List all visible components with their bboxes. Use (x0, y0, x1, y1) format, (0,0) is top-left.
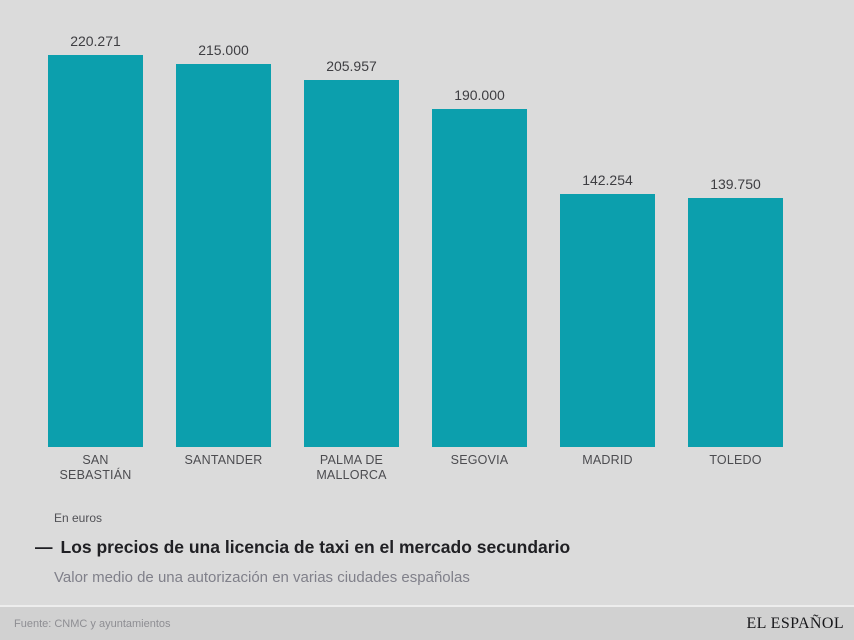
bar-column: 142.254 (560, 172, 655, 447)
bar-value-label: 215.000 (198, 42, 249, 58)
unit-label: En euros (54, 511, 103, 525)
category-label: SEGOVIA (450, 453, 509, 467)
bar (560, 194, 655, 447)
footer-bar: Fuente: CNMC y ayuntamientos EL ESPAÑOL (0, 605, 854, 640)
bar-column: 215.000 (176, 42, 271, 447)
bar-column: 205.957 (304, 58, 399, 447)
bar-value-label: 220.271 (70, 33, 121, 49)
bar-column: 220.271 (48, 33, 143, 447)
category-axis: SAN SEBASTIÁN SANTANDER PALMA DE MALLORCA S… (48, 447, 783, 483)
bar-chart: 220.271 215.000 205.957 190.000 142.254 139.7… (48, 0, 783, 447)
category-label: SANTANDER (184, 453, 263, 467)
category-label: MADRID (582, 453, 633, 467)
bar-value-label: 205.957 (326, 58, 377, 74)
bar-value-label: 139.750 (710, 176, 761, 192)
bar (432, 109, 527, 447)
source-credit: Fuente: CNMC y ayuntamientos (14, 617, 171, 630)
bar (48, 55, 143, 447)
category-label: PALMA DE MALLORCA (316, 453, 387, 482)
bar-value-label: 190.000 (454, 87, 505, 103)
bar-column: 139.750 (688, 176, 783, 447)
bar (176, 64, 271, 447)
category-label: SAN SEBASTIÁN (59, 453, 132, 482)
category-label: TOLEDO (709, 453, 762, 467)
el-espanol-logo: EL ESPAÑOL (746, 614, 844, 632)
title-dash: — (35, 537, 53, 557)
chart-title: Los precios de una licencia de taxi en e… (60, 537, 571, 557)
chart-title-row: — Los precios de una licencia de taxi en… (35, 537, 570, 558)
bar (688, 198, 783, 447)
bar (304, 80, 399, 447)
bar-column: 190.000 (432, 87, 527, 447)
chart-subtitle: Valor medio de una autorización en varia… (54, 569, 470, 586)
bar-value-label: 142.254 (582, 172, 633, 188)
